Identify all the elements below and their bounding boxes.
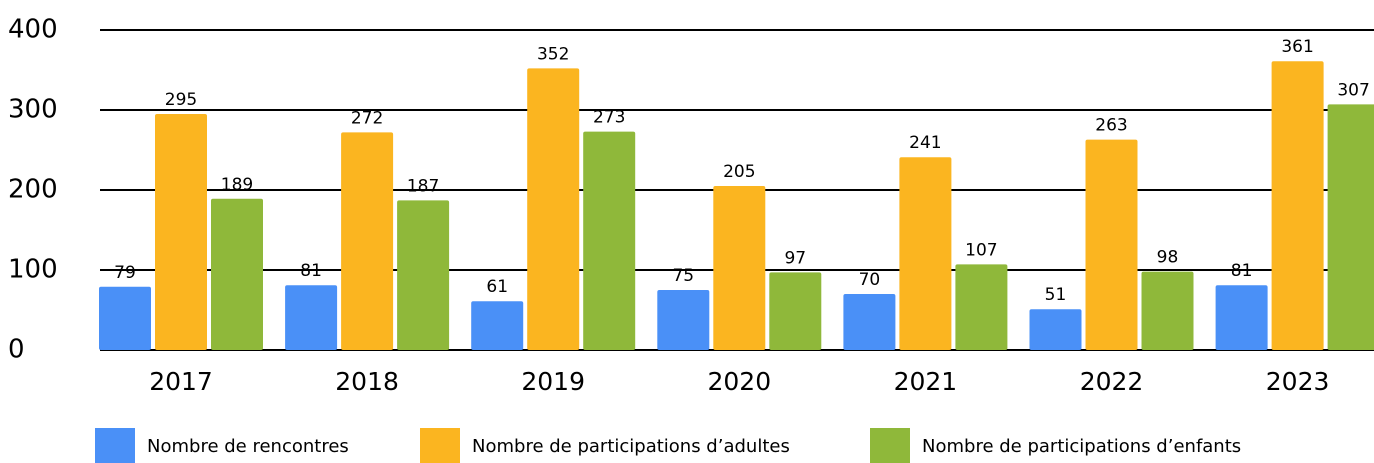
x-tick-label: 2017 <box>149 367 213 396</box>
bar <box>769 272 822 350</box>
value-label: 241 <box>909 133 941 153</box>
value-label: 75 <box>672 266 694 286</box>
bar <box>527 68 580 351</box>
legend-label: Nombre de participations d’enfants <box>922 436 1241 457</box>
x-tick-label: 2019 <box>521 367 585 396</box>
bar <box>471 301 524 350</box>
value-label: 189 <box>221 175 253 195</box>
x-tick-label: 2021 <box>894 367 958 396</box>
x-tick-label: 2020 <box>707 367 771 396</box>
bar <box>1215 285 1268 350</box>
value-label: 70 <box>859 270 881 290</box>
value-label: 81 <box>1231 261 1253 281</box>
legend-swatch <box>420 428 460 463</box>
legend-swatch <box>870 428 910 463</box>
bar <box>1085 139 1138 350</box>
bar <box>1271 61 1324 350</box>
legend-label: Nombre de rencontres <box>147 436 349 457</box>
bar <box>1327 104 1374 350</box>
value-label: 61 <box>486 277 508 297</box>
value-label: 352 <box>537 44 569 64</box>
bar <box>397 200 450 350</box>
bar <box>285 285 338 350</box>
bar <box>955 264 1008 350</box>
value-label: 361 <box>1281 37 1313 57</box>
bar <box>155 114 207 350</box>
value-label: 273 <box>593 108 625 128</box>
value-label: 307 <box>1337 80 1369 100</box>
legend-label: Nombre de participations d’adultes <box>472 436 790 457</box>
bar <box>341 132 394 350</box>
bar <box>1029 309 1082 350</box>
value-label: 107 <box>965 240 997 260</box>
y-tick-label: 300 <box>8 95 58 125</box>
bar <box>899 157 952 350</box>
x-tick-label: 2023 <box>1266 367 1330 396</box>
y-tick-label: 0 <box>8 335 25 365</box>
bar <box>1141 271 1194 350</box>
value-label: 187 <box>407 176 439 196</box>
x-tick-label: 2022 <box>1080 367 1144 396</box>
y-tick-label: 100 <box>8 255 58 285</box>
bar <box>843 294 896 350</box>
x-tick-label: 2018 <box>335 367 399 396</box>
value-label: 98 <box>1157 248 1179 268</box>
bar <box>211 198 263 350</box>
y-tick-label: 200 <box>8 175 58 205</box>
value-label: 263 <box>1095 116 1127 136</box>
y-tick-label: 400 <box>8 15 58 45</box>
value-label: 295 <box>165 90 197 110</box>
value-label: 79 <box>114 263 136 283</box>
bar <box>657 290 710 350</box>
bar <box>713 186 766 350</box>
value-label: 272 <box>351 108 383 128</box>
value-label: 51 <box>1045 285 1067 305</box>
value-label: 97 <box>784 248 806 268</box>
legend-swatch <box>95 428 135 463</box>
bar <box>99 286 151 350</box>
value-label: 81 <box>300 261 322 281</box>
bar <box>583 131 636 350</box>
value-label: 205 <box>723 162 755 182</box>
